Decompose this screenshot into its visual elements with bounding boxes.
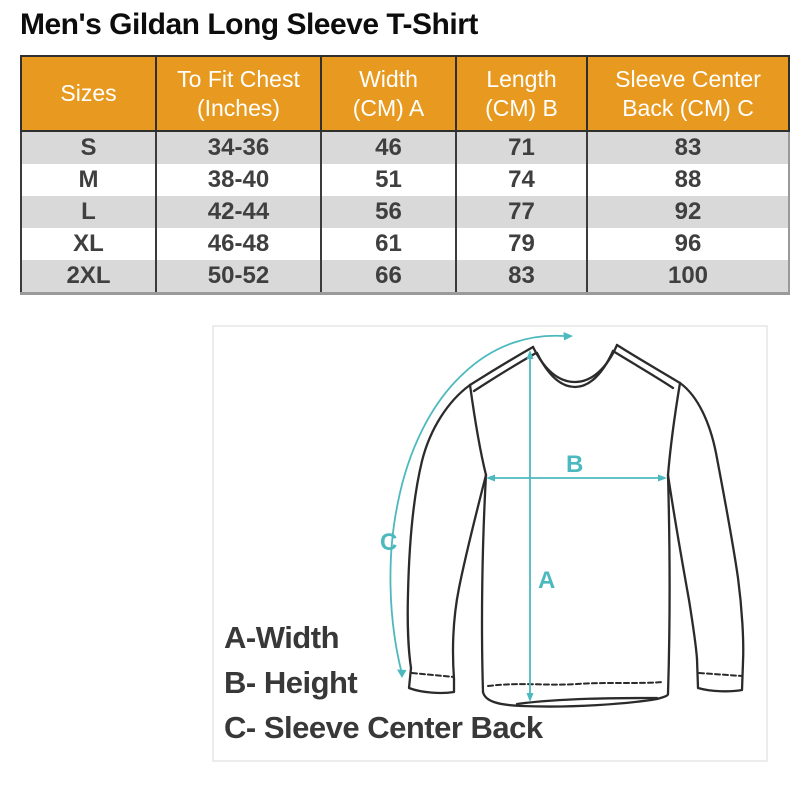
header-line: (Inches)	[196, 94, 281, 121]
header-row: Sizes To Fit Chest (Inches) Width (CM) A L…	[20, 55, 790, 132]
table-row: M 38-40 51 74 88	[20, 164, 790, 196]
body-bottom	[481, 690, 670, 708]
arrowhead-b-right	[658, 474, 667, 482]
size-cell: M	[20, 164, 156, 196]
shirt-outline	[406, 343, 745, 708]
size-cell: 2XL	[20, 260, 156, 295]
header-line: Length	[486, 65, 557, 92]
sleeve-left-outer	[406, 383, 472, 670]
armhole-right	[666, 381, 682, 477]
header-line: (CM) B	[485, 94, 558, 121]
body-side-right	[666, 473, 671, 696]
arrowhead-a-bottom	[526, 693, 534, 702]
body-side-left	[480, 473, 488, 694]
measurement-legend: A-Width B- Height C- Sleeve Center Back	[224, 615, 543, 750]
shoulder-seam-right	[615, 343, 682, 385]
size-chart-table: Sizes To Fit Chest (Inches) Width (CM) A L…	[20, 55, 790, 295]
body-bottom-fold	[515, 696, 659, 706]
width-cell: 51	[320, 164, 456, 196]
legend-item-c: C- Sleeve Center Back	[224, 710, 543, 745]
chest-cell: 38-40	[155, 164, 321, 196]
table-row: S 34-36 46 71 83	[20, 131, 790, 164]
width-cell: 46	[320, 131, 456, 164]
column-header-width: Width (CM) A	[320, 55, 457, 132]
header-line: (CM) A	[352, 94, 425, 121]
table-row: L 42-44 56 77 92	[20, 196, 790, 228]
hem-stitch-dashes	[487, 681, 664, 687]
armhole-left	[468, 383, 488, 477]
length-cell: 83	[455, 260, 587, 295]
column-header-length: Length (CM) B	[455, 55, 588, 132]
sleeve-cell: 83	[586, 131, 790, 164]
cuff-left	[407, 666, 456, 695]
size-cell: XL	[20, 228, 156, 260]
table-row: XL 46-48 61 79 96	[20, 228, 790, 260]
arrowhead-a-top	[526, 350, 534, 359]
shoulder-seam-left	[468, 345, 535, 387]
header-line: Width	[359, 65, 418, 92]
chest-cell: 46-48	[155, 228, 321, 260]
cuff-right-stitch-dashes	[698, 672, 743, 677]
label-b: B	[566, 451, 583, 478]
page-title: Men's Gildan Long Sleeve T-Shirt	[20, 8, 478, 41]
header-line: Sleeve Center	[615, 65, 761, 92]
chest-cell: 42-44	[155, 196, 321, 228]
sleeve-cell: 88	[586, 164, 790, 196]
sleeve-right-inner	[666, 473, 699, 661]
sleeve-left-inner	[451, 473, 488, 681]
chest-cell: 50-52	[155, 260, 321, 295]
collar-outer	[531, 343, 619, 384]
length-cell: 79	[455, 228, 587, 260]
size-chart-header: Sizes To Fit Chest (Inches) Width (CM) A L…	[20, 55, 790, 132]
column-header-sleeve: Sleeve Center Back (CM) C	[586, 55, 790, 132]
size-cell: L	[20, 196, 156, 228]
length-cell: 77	[455, 196, 587, 228]
sleeve-right-outer	[678, 381, 745, 664]
sleeve-cell: 100	[586, 260, 790, 295]
width-cell: 56	[320, 196, 456, 228]
shoulder-seam-right-inner	[611, 349, 675, 390]
measurement-arrows	[389, 334, 662, 694]
legend-item-a: A-Width	[224, 620, 340, 655]
length-cell: 71	[455, 131, 587, 164]
column-header-sizes: Sizes	[20, 55, 157, 132]
chest-cell: 34-36	[155, 131, 321, 164]
width-cell: 66	[320, 260, 456, 295]
arrowhead-c-top	[563, 332, 573, 341]
length-cell: 74	[455, 164, 587, 196]
table-row: 2XL 50-52 66 83 100	[20, 260, 790, 295]
width-cell: 61	[320, 228, 456, 260]
measure-labels: A B C	[380, 451, 583, 594]
label-a: A	[538, 567, 555, 594]
tshirt-diagram-svg: A B C	[380, 332, 745, 708]
arrowheads	[397, 332, 667, 702]
measurement-diagram: A B C A-Width B- Height C- Sleeve Center…	[212, 325, 768, 762]
label-c: C	[380, 529, 397, 556]
sleeve-cell: 96	[586, 228, 790, 260]
arrowhead-b-left	[486, 474, 495, 482]
arrowhead-c-bottom	[397, 669, 407, 678]
sleeve-cell: 92	[586, 196, 790, 228]
arrow-arc-c	[389, 334, 565, 671]
column-header-chest: To Fit Chest (Inches)	[155, 55, 322, 132]
cuff-left-stitch-dashes	[411, 672, 455, 678]
header-line: To Fit Chest	[177, 65, 300, 92]
header-line: Sizes	[60, 80, 117, 106]
header-line: Back (CM) C	[622, 94, 754, 121]
legend-item-b: B- Height	[224, 665, 358, 700]
size-cell: S	[20, 131, 156, 164]
collar-inner	[535, 349, 615, 389]
